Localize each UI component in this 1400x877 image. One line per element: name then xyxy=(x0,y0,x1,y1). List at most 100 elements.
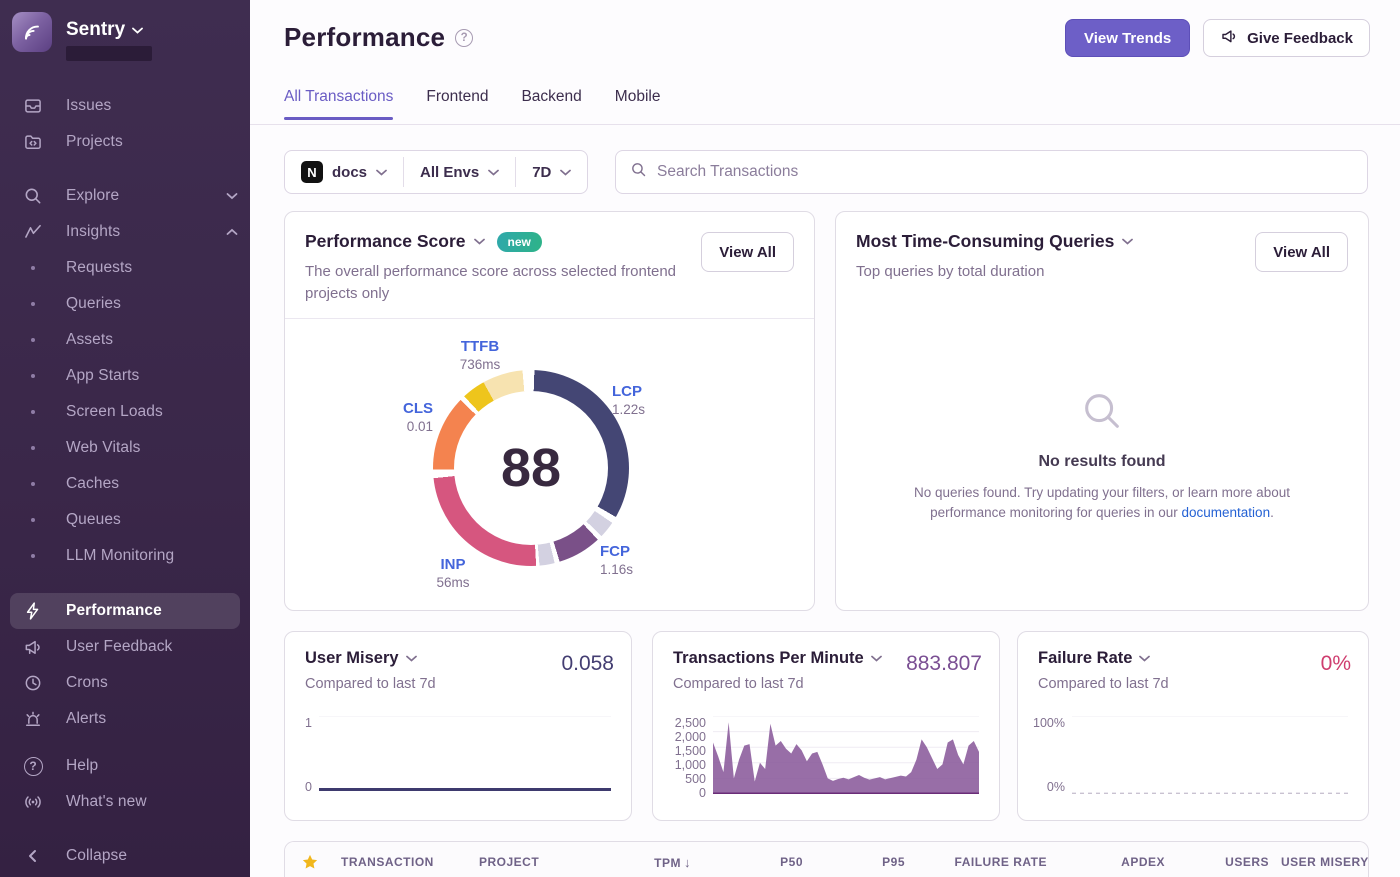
sidebar-item-label: Performance xyxy=(66,602,162,619)
sidebar-item-queues[interactable]: Queues xyxy=(0,502,250,538)
chevron-down-icon xyxy=(226,192,238,200)
explore-icon xyxy=(22,186,44,206)
sidebar-item-assets[interactable]: Assets xyxy=(0,322,250,358)
sidebar-item-insights[interactable]: Insights xyxy=(0,214,250,250)
col-user-misery[interactable]: USER MISERY xyxy=(1281,855,1369,869)
vital-lcp: LCP 1.22s xyxy=(612,383,646,417)
sidebar-item-app-starts[interactable]: App Starts xyxy=(0,358,250,394)
bullet-icon xyxy=(31,482,35,486)
sidebar-item-label: Queries xyxy=(66,295,121,312)
col-tpm[interactable]: TPM ↓ xyxy=(654,854,691,870)
sidebar-item-caches[interactable]: Caches xyxy=(0,466,250,502)
sentry-logo[interactable] xyxy=(12,12,52,52)
tab-frontend[interactable]: Frontend xyxy=(426,88,489,105)
empty-state-title: No results found xyxy=(1038,453,1166,470)
failure-rate-title[interactable]: Failure Rate xyxy=(1038,649,1133,667)
sidebar-collapse-button[interactable]: Collapse xyxy=(0,838,250,874)
vital-fcp: FCP 1.16s xyxy=(600,543,634,577)
bullet-icon xyxy=(31,518,35,522)
sidebar-item-requests[interactable]: Requests xyxy=(0,250,250,286)
sidebar-item-crons[interactable]: Crons xyxy=(0,665,250,701)
col-failure-rate[interactable]: FAILURE RATE xyxy=(954,855,1047,869)
help-icon: ? xyxy=(22,756,44,776)
sidebar-item-label: Screen Loads xyxy=(66,403,163,420)
sentry-logo-icon xyxy=(25,25,39,40)
sidebar-item-projects[interactable]: Projects xyxy=(0,124,250,160)
user-misery-title[interactable]: User Misery xyxy=(305,649,399,667)
sidebar: Sentry Issues Projects xyxy=(0,0,250,877)
bullet-icon xyxy=(31,302,35,306)
search-icon xyxy=(630,161,647,183)
star-icon[interactable] xyxy=(285,853,335,871)
sidebar-item-help[interactable]: ? Help xyxy=(0,748,250,784)
sidebar-item-queries[interactable]: Queries xyxy=(0,286,250,322)
sidebar-item-label: Assets xyxy=(66,331,114,348)
chevron-down-icon[interactable] xyxy=(1139,655,1151,662)
sidebar-item-label: App Starts xyxy=(66,367,140,384)
tab-all-transactions[interactable]: All Transactions xyxy=(284,88,394,120)
y-axis: 100% 0% xyxy=(1033,716,1065,794)
col-p95[interactable]: P95 xyxy=(882,855,905,869)
queries-panel: Most Time-Consuming Queries Top queries … xyxy=(835,211,1369,611)
col-apdex[interactable]: APDEX xyxy=(1121,855,1165,869)
col-project[interactable]: PROJECT xyxy=(479,855,540,869)
header-divider xyxy=(250,124,1400,125)
failure-rate-value: 0% xyxy=(1320,652,1351,675)
bullet-icon xyxy=(31,266,35,270)
tpm-title[interactable]: Transactions Per Minute xyxy=(673,649,864,667)
project-selector[interactable]: N docs xyxy=(285,151,403,193)
performance-score-view-all-button[interactable]: View All xyxy=(701,232,794,272)
sidebar-item-label: Projects xyxy=(66,133,123,150)
page-title: Performance xyxy=(284,22,446,52)
chevron-down-icon[interactable] xyxy=(473,238,485,245)
web-vitals-ring: 88 xyxy=(433,370,629,566)
col-transaction[interactable]: TRANSACTION xyxy=(341,855,434,869)
sidebar-item-llm-monitoring[interactable]: LLM Monitoring xyxy=(0,538,250,574)
sidebar-item-web-vitals[interactable]: Web Vitals xyxy=(0,430,250,466)
sidebar-item-alerts[interactable]: Alerts xyxy=(0,701,250,737)
tpm-chart: 2,500 2,000 1,500 1,000 500 0 xyxy=(669,716,979,800)
documentation-link[interactable]: documentation xyxy=(1181,504,1271,520)
sidebar-item-label: Collapse xyxy=(66,847,128,864)
sidebar-item-explore[interactable]: Explore xyxy=(0,178,250,214)
queries-title[interactable]: Most Time-Consuming Queries xyxy=(856,231,1115,251)
search-transactions-input[interactable] xyxy=(657,163,1353,181)
sidebar-item-whats-new[interactable]: What's new xyxy=(0,784,250,820)
performance-score-title[interactable]: Performance Score xyxy=(305,231,466,251)
chevron-down-icon xyxy=(376,169,387,176)
chevron-down-icon[interactable] xyxy=(405,655,417,662)
sidebar-item-user-feedback[interactable]: User Feedback xyxy=(0,629,250,665)
vital-inp: INP 56ms xyxy=(436,556,470,590)
sidebar-item-performance[interactable]: Performance xyxy=(10,593,240,629)
page-help-icon[interactable]: ? xyxy=(455,28,474,47)
insights-icon xyxy=(22,222,44,242)
brand-name: Sentry xyxy=(66,19,126,40)
sidebar-item-label: LLM Monitoring xyxy=(66,547,175,564)
org-switcher[interactable]: Sentry xyxy=(0,0,250,61)
sidebar-item-label: Explore xyxy=(66,187,120,204)
tab-mobile[interactable]: Mobile xyxy=(614,88,661,105)
sort-desc-icon: ↓ xyxy=(684,854,691,870)
vital-ttfb: TTFB 736ms xyxy=(459,338,501,372)
queries-view-all-button[interactable]: View All xyxy=(1255,232,1348,272)
chevron-down-icon[interactable] xyxy=(1122,238,1134,245)
queries-empty-state: No results found No queries found. Try u… xyxy=(907,388,1297,522)
col-users[interactable]: USERS xyxy=(1225,855,1269,869)
give-feedback-button[interactable]: Give Feedback xyxy=(1203,19,1370,57)
col-p50[interactable]: P50 xyxy=(780,855,803,869)
bullet-icon xyxy=(31,446,35,450)
sidebar-item-issues[interactable]: Issues xyxy=(0,88,250,124)
clock-icon xyxy=(22,673,44,693)
performance-score-description: The overall performance score across sel… xyxy=(305,263,677,302)
transaction-tabs: All Transactions Frontend Backend Mobile xyxy=(284,88,660,120)
tab-backend[interactable]: Backend xyxy=(521,88,582,105)
broadcast-icon xyxy=(22,792,44,812)
view-trends-button[interactable]: View Trends xyxy=(1065,19,1191,57)
environment-selector[interactable]: All Envs xyxy=(404,151,515,193)
table-header-row: TRANSACTION PROJECT TPM ↓ P50 P95 FAILURE… xyxy=(285,842,1368,877)
date-range-selector[interactable]: 7D xyxy=(516,151,587,193)
failure-rate-panel: Failure Rate Compared to last 7d 0% 100%… xyxy=(1017,631,1369,821)
new-badge: new xyxy=(496,231,542,252)
sidebar-item-screen-loads[interactable]: Screen Loads xyxy=(0,394,250,430)
chevron-down-icon[interactable] xyxy=(870,655,882,662)
